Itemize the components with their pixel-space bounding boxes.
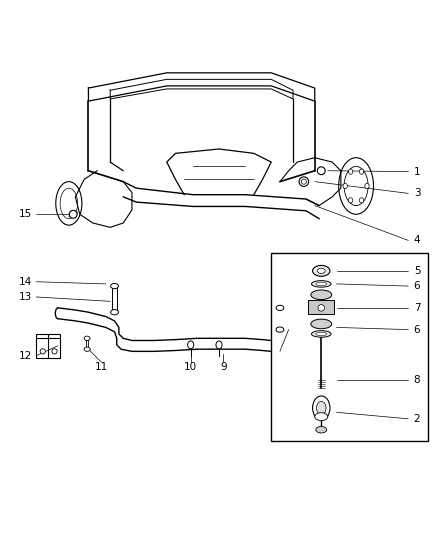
Text: 3: 3 (414, 188, 420, 198)
Ellipse shape (317, 401, 326, 415)
Text: 9: 9 (220, 361, 226, 372)
Ellipse shape (84, 336, 90, 341)
Ellipse shape (311, 330, 331, 337)
Text: 1: 1 (414, 167, 420, 176)
Text: 10: 10 (184, 361, 197, 372)
Bar (36, 334, 60, 358)
Ellipse shape (311, 319, 332, 329)
Ellipse shape (313, 396, 330, 420)
Ellipse shape (359, 169, 364, 174)
Text: 12: 12 (19, 351, 32, 361)
Ellipse shape (311, 281, 331, 287)
Ellipse shape (359, 198, 364, 203)
Ellipse shape (349, 169, 353, 174)
Ellipse shape (276, 327, 284, 332)
Text: 6: 6 (414, 281, 420, 291)
Ellipse shape (216, 341, 222, 349)
Ellipse shape (365, 183, 369, 189)
Ellipse shape (344, 166, 368, 206)
Ellipse shape (318, 304, 325, 311)
Text: 8: 8 (414, 375, 420, 385)
Ellipse shape (318, 167, 325, 175)
Text: 5: 5 (414, 266, 420, 276)
Ellipse shape (316, 426, 327, 433)
Bar (308, 301, 334, 314)
Ellipse shape (187, 341, 194, 349)
Ellipse shape (56, 182, 82, 225)
Ellipse shape (339, 158, 374, 214)
Text: 14: 14 (19, 277, 32, 287)
Ellipse shape (349, 198, 353, 203)
Ellipse shape (315, 413, 328, 421)
Text: 2: 2 (414, 414, 420, 424)
Ellipse shape (111, 284, 118, 289)
Ellipse shape (318, 268, 325, 273)
Ellipse shape (313, 265, 330, 276)
Ellipse shape (311, 290, 332, 300)
Ellipse shape (343, 183, 347, 189)
Text: 11: 11 (95, 361, 108, 372)
Ellipse shape (52, 349, 57, 354)
Ellipse shape (276, 305, 284, 310)
Ellipse shape (316, 282, 327, 286)
Ellipse shape (301, 179, 307, 184)
Ellipse shape (69, 211, 77, 218)
Ellipse shape (316, 332, 327, 336)
Text: 13: 13 (19, 292, 32, 302)
Ellipse shape (299, 177, 309, 187)
Text: 15: 15 (19, 209, 32, 219)
Ellipse shape (84, 347, 90, 351)
Ellipse shape (40, 349, 46, 354)
Bar (271, 254, 428, 441)
Text: 7: 7 (414, 303, 420, 313)
Ellipse shape (111, 310, 118, 315)
Text: 4: 4 (414, 236, 420, 245)
Text: 6: 6 (414, 325, 420, 335)
